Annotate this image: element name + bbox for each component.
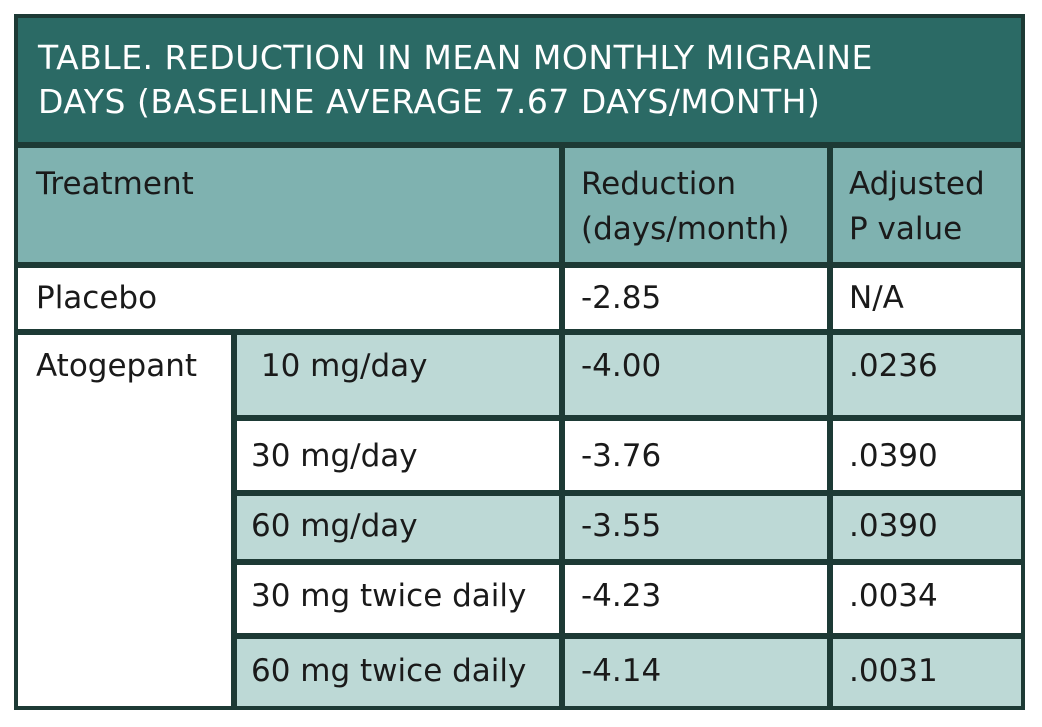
- header-reduction: Reduction (days/month): [565, 148, 827, 262]
- dose-cell-5: 60 mg twice daily: [237, 639, 559, 706]
- reduction-cell-2: -3.76: [565, 421, 827, 490]
- header-pvalue-line-1: Adjusted: [849, 166, 985, 202]
- pvalue-cell-2: .0390: [833, 421, 1021, 490]
- pvalue-value: .0034: [849, 578, 938, 614]
- header-pvalue-line-2: P value: [849, 211, 963, 247]
- placebo-pvalue-cell: N/A: [833, 268, 1021, 329]
- dose-label: 30 mg twice daily: [251, 578, 527, 614]
- header-reduction-line-2: (days/month): [581, 211, 790, 247]
- dose-cell-4: 30 mg twice daily: [237, 565, 559, 633]
- dose-label: 60 mg twice daily: [251, 653, 527, 689]
- header-treatment-label: Treatment: [36, 166, 194, 202]
- placebo-reduction-cell: -2.85: [565, 268, 827, 329]
- pvalue-value: .0236: [849, 348, 938, 384]
- pvalue-cell-3: .0390: [833, 496, 1021, 559]
- placebo-label-cell: Placebo: [18, 268, 559, 329]
- header-treatment: Treatment: [18, 148, 559, 262]
- pvalue-cell-5: .0031: [833, 639, 1021, 706]
- reduction-value: -3.55: [581, 508, 662, 544]
- placebo-label: Placebo: [36, 280, 158, 316]
- reduction-cell-1: -4.00: [565, 335, 827, 415]
- pvalue-value: .0390: [849, 508, 938, 544]
- reduction-value: -4.14: [581, 653, 662, 689]
- pvalue-cell-1: .0236: [833, 335, 1021, 415]
- header-pvalue: Adjusted P value: [833, 148, 1021, 262]
- dose-label: 60 mg/day: [251, 508, 418, 544]
- dose-label: 10 mg/day: [251, 348, 428, 384]
- reduction-cell-5: -4.14: [565, 639, 827, 706]
- table-title: TABLE. REDUCTION IN MEAN MONTHLY MIGRAIN…: [18, 18, 1021, 142]
- migraine-table: TABLE. REDUCTION IN MEAN MONTHLY MIGRAIN…: [14, 14, 1025, 710]
- atogepant-label: Atogepant: [36, 348, 198, 384]
- pvalue-value: .0390: [849, 438, 938, 474]
- dose-label: 30 mg/day: [251, 438, 418, 474]
- dose-cell-1: 10 mg/day: [237, 335, 559, 415]
- placebo-reduction: -2.85: [581, 280, 662, 316]
- pvalue-value: .0031: [849, 653, 938, 689]
- header-reduction-line-1: Reduction: [581, 166, 736, 202]
- dose-cell-2: 30 mg/day: [237, 421, 559, 490]
- table-title-line-2: DAYS (BASELINE AVERAGE 7.67 DAYS/MONTH): [38, 82, 821, 121]
- reduction-value: -3.76: [581, 438, 662, 474]
- dose-cell-3: 60 mg/day: [237, 496, 559, 559]
- atogepant-label-cell: Atogepant: [18, 335, 231, 706]
- reduction-value: -4.00: [581, 348, 662, 384]
- pvalue-cell-4: .0034: [833, 565, 1021, 633]
- reduction-cell-4: -4.23: [565, 565, 827, 633]
- table-title-line-1: TABLE. REDUCTION IN MEAN MONTHLY MIGRAIN…: [38, 38, 873, 77]
- reduction-value: -4.23: [581, 578, 662, 614]
- reduction-cell-3: -3.55: [565, 496, 827, 559]
- placebo-pvalue: N/A: [849, 280, 904, 316]
